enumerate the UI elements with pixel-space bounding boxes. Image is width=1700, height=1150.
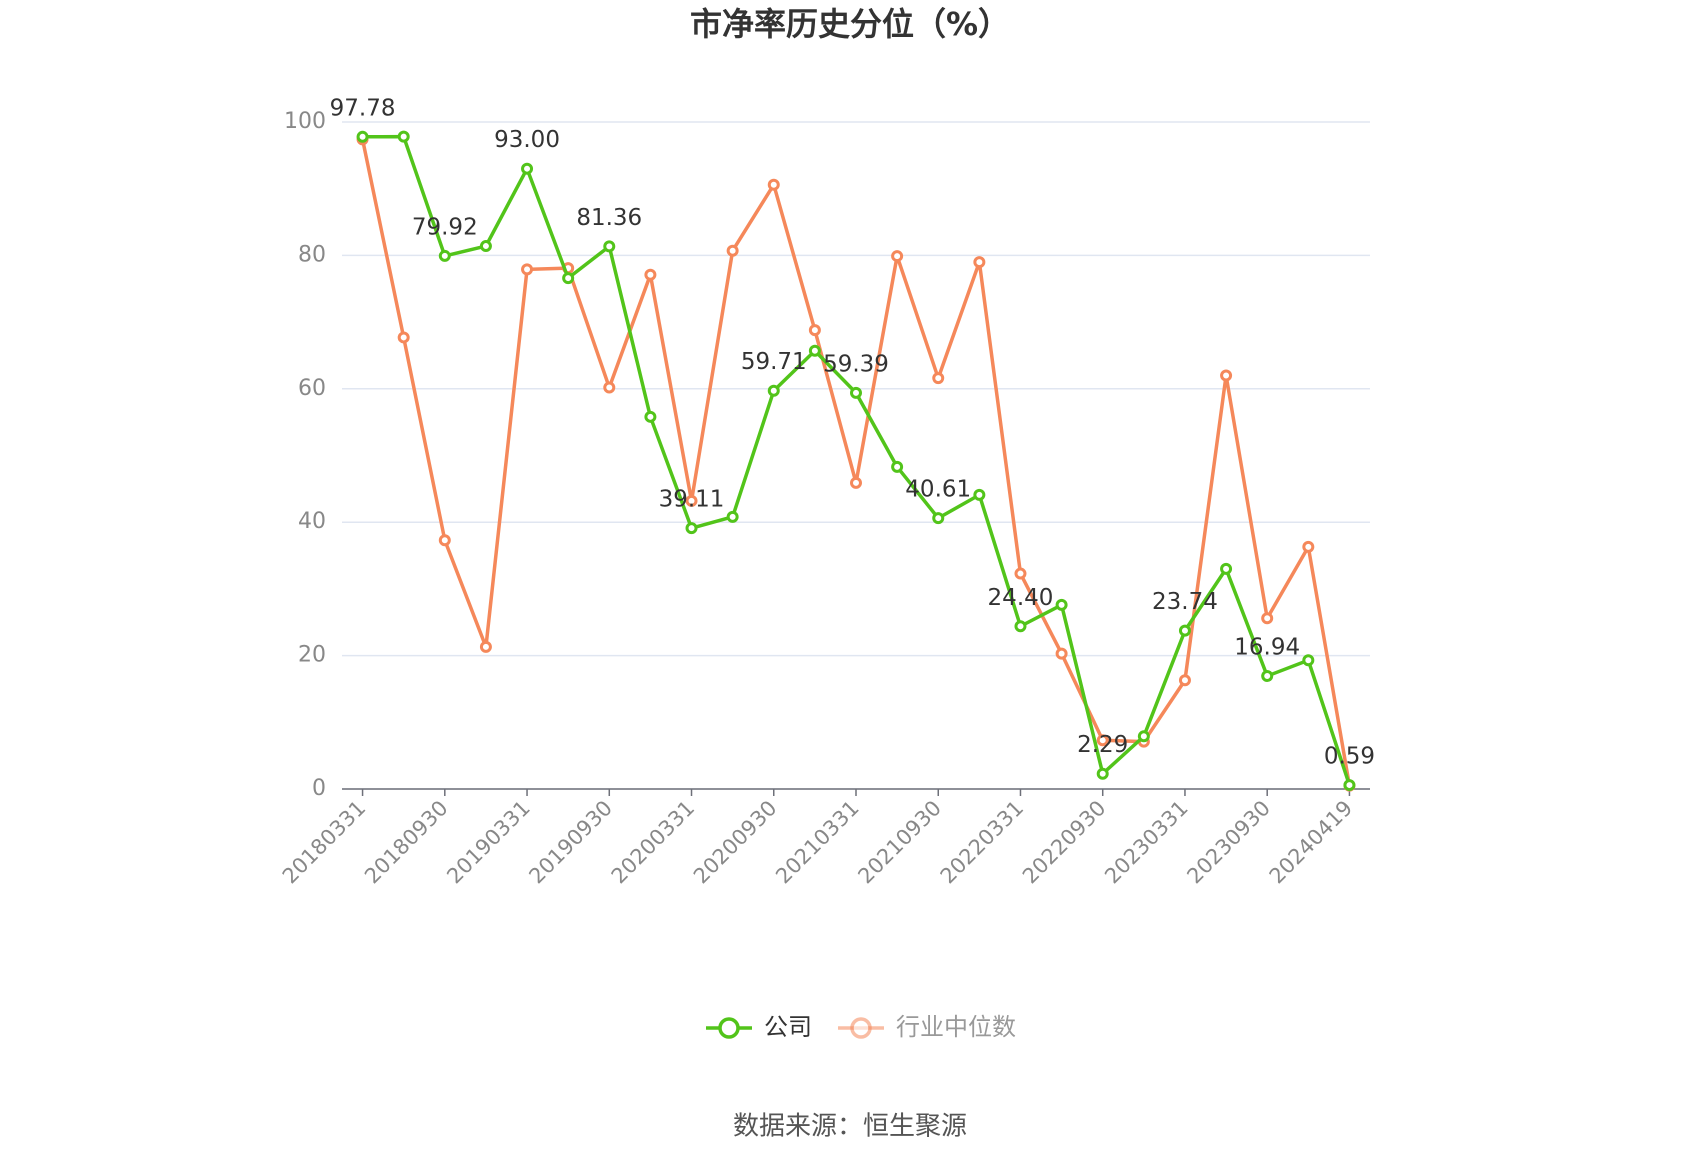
data-point (891, 250, 904, 263)
data-label: 2.29 (1077, 732, 1128, 758)
data-label: 93.00 (494, 127, 560, 153)
data-point (726, 244, 739, 257)
data-point (1302, 654, 1315, 667)
x-tick-label: 20240419 (1265, 796, 1358, 889)
legend-marker (718, 1017, 740, 1039)
x-tick-label: 20180331 (278, 796, 371, 889)
series-line (362, 134, 1352, 786)
data-label: 97.78 (330, 95, 396, 121)
chart-title: 市净率历史分位（%） (690, 5, 1010, 43)
data-point (438, 534, 451, 547)
data-point (891, 460, 904, 473)
data-point (603, 240, 616, 253)
data-point (1302, 540, 1315, 553)
data-point (1096, 734, 1109, 747)
x-tick-label: 20190331 (442, 796, 535, 889)
data-point (1220, 369, 1233, 382)
data-point (644, 410, 657, 423)
data-point (1055, 647, 1068, 660)
legend-label: 公司 (764, 1013, 812, 1041)
data-point (932, 372, 945, 385)
y-tick-label: 60 (298, 376, 326, 401)
data-point (850, 386, 862, 399)
data-point (438, 249, 451, 262)
data-point (973, 488, 986, 501)
y-tick-label: 0 (312, 776, 326, 801)
data-label: 79.92 (412, 214, 478, 240)
data-label: 0.59 (1324, 744, 1375, 770)
data-label: 40.61 (905, 477, 971, 503)
legend-marker (850, 1017, 872, 1039)
data-point (1178, 674, 1191, 687)
data-point (767, 384, 780, 397)
data-point (1014, 620, 1027, 633)
data-point (1014, 567, 1027, 580)
data-point (808, 324, 821, 337)
series-line (360, 138, 1352, 786)
data-point (397, 130, 410, 143)
data-point (479, 640, 492, 653)
data-label: 24.40 (988, 585, 1054, 611)
data-point (767, 178, 780, 191)
data-point (973, 256, 986, 269)
data-point (726, 510, 739, 523)
legend-label: 行业中位数 (896, 1013, 1016, 1041)
x-tick-label: 20190930 (525, 796, 618, 889)
data-point (521, 162, 534, 175)
x-tick-label: 20220331 (936, 796, 1029, 889)
data-point (685, 522, 698, 535)
data-point (644, 268, 657, 281)
data-point (1178, 624, 1191, 637)
y-tick-label: 20 (298, 643, 326, 668)
data-point (932, 512, 945, 525)
data-point (1261, 612, 1274, 625)
data-label: 16.94 (1234, 635, 1300, 661)
legend: 公司 行业中位数 (706, 1013, 1016, 1041)
data-point (1137, 730, 1150, 743)
data-point (1055, 598, 1068, 611)
data-point (685, 494, 698, 507)
x-tick-label: 20200930 (689, 796, 782, 889)
data-point (397, 331, 410, 344)
data-point (521, 263, 534, 276)
x-tick-label: 20230331 (1100, 796, 1193, 889)
x-tick-label: 20220930 (1018, 796, 1111, 889)
y-tick-label: 40 (298, 509, 326, 534)
data-point (808, 344, 821, 357)
x-tick-label: 20180930 (360, 796, 453, 889)
data-label: 59.39 (823, 351, 889, 377)
data-point (1220, 562, 1233, 575)
data-point (850, 476, 862, 489)
x-tick-label: 20230930 (1182, 796, 1275, 889)
data-point (562, 272, 575, 285)
source-note: 数据来源：恒生聚源 (733, 1112, 967, 1142)
x-tick-label: 20200331 (607, 796, 700, 889)
data-point (1261, 670, 1274, 683)
data-label: 81.36 (576, 205, 642, 231)
data-label: 39.11 (659, 487, 725, 513)
data-point (1096, 767, 1109, 780)
x-tick-label: 20210331 (771, 796, 864, 889)
y-tick-label: 100 (284, 109, 326, 134)
x-tick-label: 20210930 (853, 796, 946, 889)
data-point (356, 130, 369, 143)
data-point (603, 381, 616, 394)
y-tick-label: 80 (298, 242, 326, 267)
data-label: 59.71 (741, 349, 807, 375)
data-label: 23.74 (1152, 589, 1218, 615)
data-point (1343, 779, 1356, 792)
data-point (479, 240, 492, 253)
